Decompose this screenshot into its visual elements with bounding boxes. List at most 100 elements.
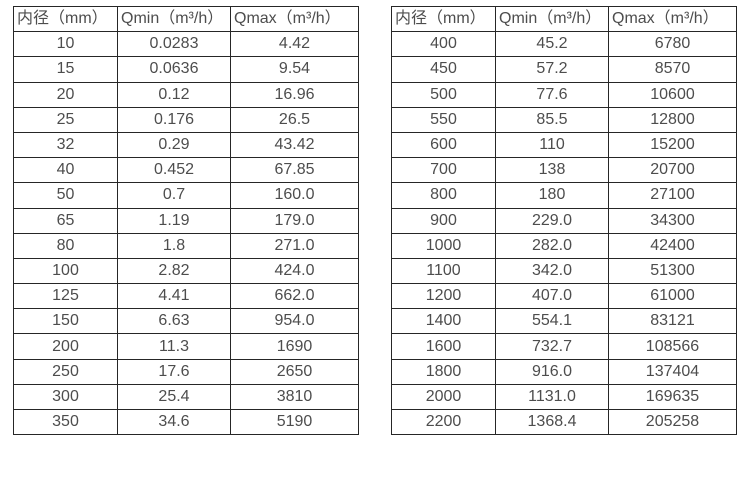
table-cell: 9.54 xyxy=(230,56,359,83)
table-cell: 500 xyxy=(391,81,496,108)
table-cell: 2.82 xyxy=(117,257,231,285)
table-row: 1200 407.0 61000 xyxy=(391,283,737,310)
table-cell: 11.3 xyxy=(117,333,231,360)
table-cell: 554.1 xyxy=(495,308,609,335)
table-cell: 1000 xyxy=(391,232,496,259)
table-row: 550 85.5 12800 xyxy=(391,106,737,133)
table-cell: 954.0 xyxy=(230,308,359,335)
header-row: 内径（mm） Qmin（m³/h） Qmax（m³/h） xyxy=(13,5,359,33)
table-cell: 424.0 xyxy=(230,257,359,285)
table-cell: 180 xyxy=(495,182,609,209)
table-cell: 2000 xyxy=(391,383,496,411)
table-header: 内径（mm） Qmin（m³/h） Qmax（m³/h） xyxy=(13,5,359,33)
table-cell: 15200 xyxy=(608,131,737,159)
table-cell: 300 xyxy=(13,383,118,411)
table-cell: 15 xyxy=(13,56,118,83)
table-cell: 10 xyxy=(13,31,118,58)
table-row: 100 2.82 424.0 xyxy=(13,257,359,285)
table-row: 65 1.19 179.0 xyxy=(13,207,359,234)
table-cell: 0.452 xyxy=(117,157,231,184)
table-cell: 83121 xyxy=(608,308,737,335)
table-cell: 137404 xyxy=(608,358,737,385)
table-cell: 350 xyxy=(13,408,118,436)
table-cell: 110 xyxy=(495,131,609,159)
table-cell: 1800 xyxy=(391,358,496,385)
flow-spec-table-small-diameters: 内径（mm） Qmin（m³/h） Qmax（m³/h） 10 0.0283 4.4… xyxy=(13,5,359,436)
table-row: 1000 282.0 42400 xyxy=(391,232,737,259)
table-cell: 27100 xyxy=(608,182,737,209)
table-cell: 25.4 xyxy=(117,383,231,411)
table-cell: 20700 xyxy=(608,157,737,184)
table-cell: 6780 xyxy=(608,31,737,58)
table-cell: 6.63 xyxy=(117,308,231,335)
table-cell: 3810 xyxy=(230,383,359,411)
table-cell: 600 xyxy=(391,131,496,159)
table-cell: 16.96 xyxy=(230,81,359,108)
table-cell: 5190 xyxy=(230,408,359,436)
table-row: 450 57.2 8570 xyxy=(391,56,737,83)
table-cell: 57.2 xyxy=(495,56,609,83)
table-cell: 43.42 xyxy=(230,131,359,159)
table-row: 80 1.8 271.0 xyxy=(13,232,359,259)
table-row: 300 25.4 3810 xyxy=(13,383,359,411)
table-cell: 20 xyxy=(13,81,118,108)
column-header-qmax: Qmax（m³/h） xyxy=(230,5,359,33)
table-cell: 179.0 xyxy=(230,207,359,234)
table-cell: 282.0 xyxy=(495,232,609,259)
table-row: 500 77.6 10600 xyxy=(391,81,737,108)
table-cell: 1.19 xyxy=(117,207,231,234)
table-cell: 271.0 xyxy=(230,232,359,259)
table-row: 32 0.29 43.42 xyxy=(13,131,359,159)
table-cell: 85.5 xyxy=(495,106,609,133)
table-cell: 125 xyxy=(13,283,118,310)
table-row: 250 17.6 2650 xyxy=(13,358,359,385)
table-row: 50 0.7 160.0 xyxy=(13,182,359,209)
table-cell: 1690 xyxy=(230,333,359,360)
table-cell: 50 xyxy=(13,182,118,209)
table-row: 2000 1131.0 169635 xyxy=(391,383,737,411)
table-cell: 80 xyxy=(13,232,118,259)
table-cell: 250 xyxy=(13,358,118,385)
table-cell: 450 xyxy=(391,56,496,83)
table-cell: 4.41 xyxy=(117,283,231,310)
table-cell: 800 xyxy=(391,182,496,209)
table-cell: 25 xyxy=(13,106,118,133)
table-cell: 1131.0 xyxy=(495,383,609,411)
table-cell: 2650 xyxy=(230,358,359,385)
table-row: 25 0.176 26.5 xyxy=(13,106,359,133)
table-header: 内径（mm） Qmin（m³/h） Qmax（m³/h） xyxy=(391,5,737,33)
table-cell: 67.85 xyxy=(230,157,359,184)
table-row: 20 0.12 16.96 xyxy=(13,81,359,108)
table-cell: 34300 xyxy=(608,207,737,234)
table-cell: 2200 xyxy=(391,408,496,436)
table-cell: 169635 xyxy=(608,383,737,411)
table-cell: 1368.4 xyxy=(495,408,609,436)
table-cell: 0.0636 xyxy=(117,56,231,83)
table-cell: 8570 xyxy=(608,56,737,83)
table-cell: 100 xyxy=(13,257,118,285)
table-cell: 65 xyxy=(13,207,118,234)
table-cell: 61000 xyxy=(608,283,737,310)
table-row: 700 138 20700 xyxy=(391,157,737,184)
table-cell: 400 xyxy=(391,31,496,58)
table-row: 900 229.0 34300 xyxy=(391,207,737,234)
table-cell: 160.0 xyxy=(230,182,359,209)
table-cell: 0.29 xyxy=(117,131,231,159)
column-header-qmax: Qmax（m³/h） xyxy=(608,5,737,33)
tables-container: 内径（mm） Qmin（m³/h） Qmax（m³/h） 10 0.0283 4.4… xyxy=(13,5,737,436)
table-cell: 229.0 xyxy=(495,207,609,234)
table-row: 1400 554.1 83121 xyxy=(391,308,737,335)
table-cell: 1.8 xyxy=(117,232,231,259)
table-row: 15 0.0636 9.54 xyxy=(13,56,359,83)
flow-spec-table-large-diameters: 内径（mm） Qmin（m³/h） Qmax（m³/h） 400 45.2 6780… xyxy=(391,5,737,436)
table-cell: 108566 xyxy=(608,333,737,360)
column-header-qmin: Qmin（m³/h） xyxy=(117,5,231,33)
table-cell: 26.5 xyxy=(230,106,359,133)
table-cell: 662.0 xyxy=(230,283,359,310)
table-cell: 732.7 xyxy=(495,333,609,360)
table-cell: 0.176 xyxy=(117,106,231,133)
table-cell: 0.12 xyxy=(117,81,231,108)
table-row: 1800 916.0 137404 xyxy=(391,358,737,385)
table-cell: 0.0283 xyxy=(117,31,231,58)
